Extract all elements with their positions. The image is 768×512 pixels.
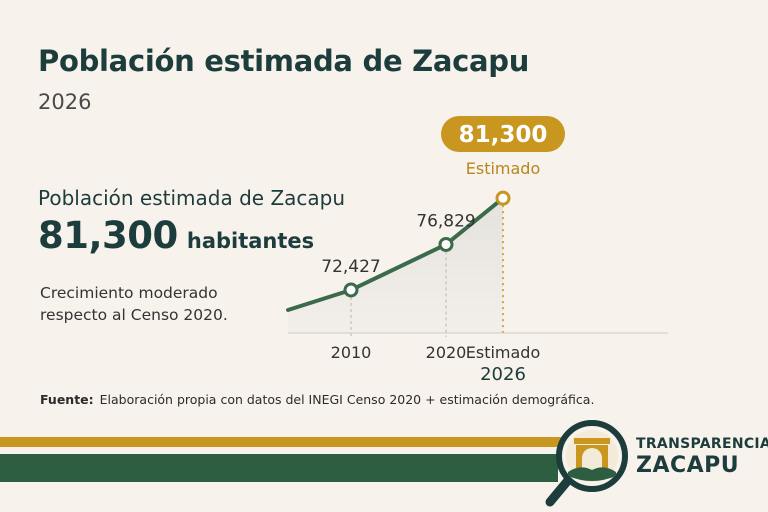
tick-label-1: 2020 <box>426 343 467 362</box>
estimate-badge-value: 81,300 <box>459 122 548 148</box>
summary-note: Crecimiento moderado respecto al Censo 2… <box>40 284 228 324</box>
footer-band-green <box>0 454 558 482</box>
page-title: Población estimada de Zacapu <box>38 44 530 78</box>
data-label-0: 72,427 <box>321 257 380 277</box>
source-text: Elaboración propia con datos del INEGI C… <box>99 392 595 407</box>
estimate-caption: Estimado <box>466 159 541 178</box>
data-point-2 <box>495 190 511 206</box>
summary-unit: habitantes <box>186 229 315 253</box>
tick-label-0: 2010 <box>331 343 372 362</box>
data-point-1 <box>438 236 454 252</box>
area-fill <box>288 198 503 333</box>
data-point-0 <box>343 282 359 298</box>
brand-line-2: ZACAPU <box>636 453 740 478</box>
brand-line-1: TRANSPARENCIA <box>636 436 768 452</box>
summary-value: 81,300 <box>38 214 178 257</box>
summary-value-line: 81,300 habitantes <box>38 214 314 257</box>
summary-heading: Población estimada de Zacapu <box>38 186 346 210</box>
tick-sublabel-2: 2026 <box>480 364 526 385</box>
brand-text: TRANSPARENCIA ZACAPU <box>636 436 768 478</box>
footer-band-gold <box>0 437 566 447</box>
estimate-badge <box>441 116 565 152</box>
tick-label-2: Estimado <box>466 343 541 362</box>
magnifier-arch-icon <box>545 420 628 507</box>
source-note: Fuente: Elaboración propia con datos del … <box>40 392 594 407</box>
data-label-1: 76,829 <box>416 211 475 231</box>
source-label: Fuente: <box>40 392 94 407</box>
page-subtitle: 2026 <box>38 90 92 114</box>
series-line <box>286 196 505 312</box>
